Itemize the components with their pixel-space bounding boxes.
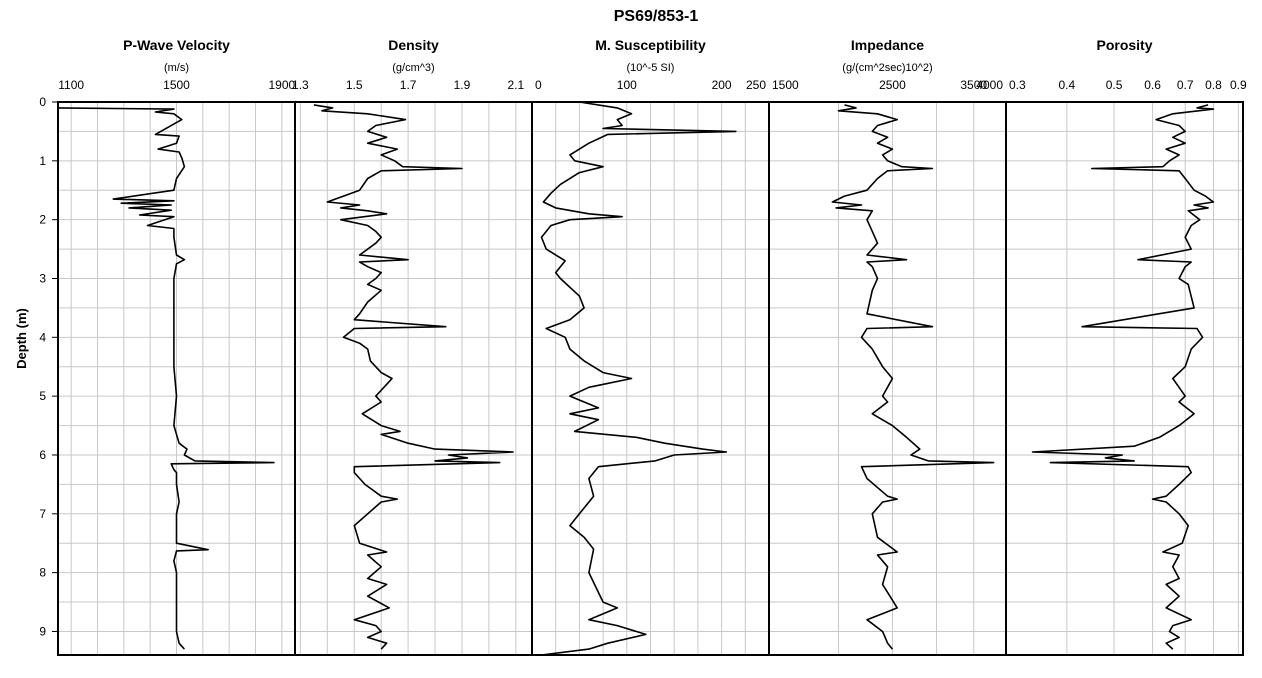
y-tick-label: 6 (39, 448, 46, 462)
series-line-density (313, 104, 514, 650)
x-tick-label: 3500 (960, 78, 987, 92)
x-tick-label: 0.8 (1205, 78, 1222, 92)
x-tick-label: 0.9 (1230, 78, 1247, 92)
figure-title: PS69/853-1 (614, 8, 699, 25)
panel-frame (1005, 101, 1244, 656)
x-tick-label: 0.7 (1177, 78, 1194, 92)
x-tick-label: 0.6 (1144, 78, 1161, 92)
y-axis-label: Depth (m) (14, 308, 29, 369)
panel-unit: (g/cm^3) (392, 62, 434, 74)
series-line-velocity (57, 107, 275, 650)
x-tick-label: 0.3 (1009, 78, 1026, 92)
x-tick-label: 1.5 (346, 78, 363, 92)
series-line-impedance (831, 104, 995, 650)
x-tick-label: 0.5 (1106, 78, 1123, 92)
x-tick-label: 1.9 (454, 78, 471, 92)
x-tick-label: 1500 (772, 78, 799, 92)
series-line-susceptibility (540, 101, 737, 656)
panel-title: P-Wave Velocity (123, 37, 230, 53)
panel-title: M. Susceptibility (595, 37, 706, 53)
y-tick-label: 3 (39, 271, 46, 285)
panel-unit: (10^-5 SI) (627, 62, 675, 74)
panel-susceptibility: M. Susceptibility (10^-5 SI) 0 100 200 250 (531, 37, 770, 656)
series-line-porosity (1031, 104, 1215, 650)
panel-title: Impedance (851, 37, 924, 53)
y-tick-label: 7 (39, 507, 46, 521)
x-tick-label: 1.3 (292, 78, 309, 92)
x-tick-label: 1.7 (400, 78, 417, 92)
panel-unit: (m/s) (164, 62, 189, 74)
panel-velocity: P-Wave Velocity (m/s) 1100 1500 1900 (57, 37, 296, 656)
panel-frame (294, 101, 533, 656)
panel-porosity: Porosity 0.3 0.4 0.5 0.6 0.7 0.8 0.9 (1005, 37, 1247, 656)
panel-unit: (g/(cm^2sec)10^2) (842, 62, 932, 74)
x-tick-label: 2.1 (507, 78, 524, 92)
x-tick-label: 200 (712, 78, 732, 92)
x-tick-label: 250 (746, 78, 766, 92)
y-tick-label: 8 (39, 566, 46, 580)
y-tick-label: 9 (39, 624, 46, 638)
x-tick-label: 0 (535, 78, 542, 92)
panel-impedance: Impedance (g/(cm^2sec)10^2) 1500 2500 350040… (768, 37, 1007, 656)
y-tick-label: 2 (39, 213, 46, 227)
x-tick-label: 0.4 (1058, 78, 1075, 92)
panel-title: Porosity (1096, 37, 1152, 53)
y-tick-label: 0 (39, 95, 46, 109)
y-tick-label: 4 (39, 330, 46, 344)
panel-frame (768, 101, 1007, 656)
y-tick-label: 1 (39, 154, 46, 168)
x-tick-label: 100 (617, 78, 637, 92)
x-tick-label: 4000 (976, 78, 1003, 92)
x-tick-label: 1900 (268, 78, 295, 92)
y-tick-label: 5 (39, 389, 46, 403)
x-tick-label: 1500 (163, 78, 190, 92)
panel-title: Density (388, 37, 439, 53)
depth-axis: 0 1 2 3 4 5 6 7 8 9 Depth (m) (14, 95, 58, 638)
panel-density: Density (g/cm^3) 1.3 1.5 1.7 1.9 2.1 (292, 37, 533, 656)
x-tick-label: 1100 (58, 78, 84, 92)
log-panels: P-Wave Velocity (m/s) 1100 1500 1900 Density (… (57, 37, 1247, 656)
x-tick-label: 2500 (879, 78, 906, 92)
